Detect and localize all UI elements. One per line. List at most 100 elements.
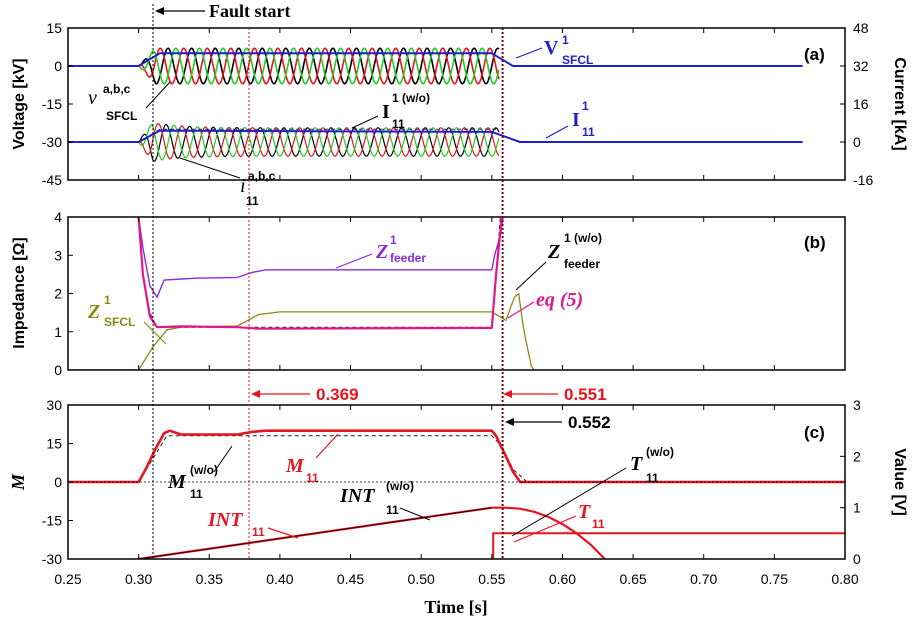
Z1-feeder-sub: feeder (390, 251, 426, 265)
marker-0551-label: 0.551 (564, 385, 607, 404)
series-line (138, 435, 528, 483)
voltage-phase-0 (138, 47, 500, 85)
fault-start-arrowhead (155, 7, 164, 15)
v-sfcl-sub: SFCL (106, 109, 137, 123)
v-sfcl-base: v (88, 87, 97, 109)
panel-b-frame (67, 216, 846, 371)
V1-sfcl-sub: SFCL (562, 53, 593, 67)
series-v1-sfcl (68, 52, 803, 67)
y-tick-label: -30 (42, 551, 62, 567)
Z1-feeder-wo-base: Z (547, 241, 560, 263)
series-t11 (492, 532, 845, 559)
Z1-sfcl-sup: 1 (104, 293, 111, 307)
panel-c-ylabel: M (8, 473, 28, 491)
Z1-feeder-label: Z 1 feeder (375, 233, 426, 265)
T11-wo-sub: 11 (646, 471, 659, 485)
x-tick-label: 0.55 (478, 571, 505, 587)
series-int11-wo (138, 507, 492, 559)
y-tick-label-right: 1 (853, 500, 861, 516)
y-tick-label: 0 (54, 58, 62, 74)
x-tick-label: 0.40 (266, 571, 293, 587)
Z1-feeder-wo-pointer (515, 261, 547, 291)
INT11-wo-pointer (399, 507, 431, 521)
Z1-feeder-wo-label: Z 1 (w/o) feeder (547, 231, 602, 271)
Z1-sfcl-label: Z 1 SFCL (87, 293, 135, 329)
INT11-sub: 11 (252, 525, 265, 539)
V1-sfcl-sup: 1 (562, 33, 569, 47)
panel-c-letter: (c) (804, 423, 825, 442)
v-sfcl-label: v a,b,c SFCL (88, 82, 137, 123)
Z1-sfcl-pointer (143, 321, 167, 345)
T11-sub: 11 (592, 517, 605, 531)
series-m11 (68, 429, 845, 484)
I1-11-pointer (545, 125, 569, 139)
I1-11-sub: 11 (582, 125, 595, 139)
series-line (137, 217, 503, 330)
panel-a-letter: (a) (804, 45, 825, 64)
y-tick-label-right: 48 (853, 20, 869, 36)
y-tick-label: -45 (42, 172, 62, 188)
Z1-feeder-wo-sup: 1 (w/o) (564, 231, 602, 245)
T11-wo-pointer (511, 467, 627, 537)
series-z1-sfcl (68, 292, 535, 370)
series-m11-w-o- (138, 435, 528, 483)
oscillation-layer (138, 47, 500, 162)
current-phase-1 (138, 122, 500, 160)
i11-base: i (240, 175, 246, 197)
series-int11 (138, 506, 606, 559)
Z1-sfcl-sub: SFCL (104, 315, 135, 329)
I11-wo-sup: 1 (w/o) (392, 91, 430, 105)
y-tick-label-right: -16 (853, 172, 873, 188)
current-phase-2 (138, 124, 500, 161)
I11-wo-sub: 11 (392, 117, 405, 131)
T11-wo-base: T (630, 453, 643, 475)
y-tick-label: -15 (42, 96, 62, 112)
y-tick-label: 15 (46, 20, 62, 36)
y-tick-label: 2 (54, 286, 62, 302)
M11-wo-pointer (213, 445, 233, 473)
V1-sfcl-label: V 1 SFCL (544, 33, 593, 67)
i11-sup: a,b,c (248, 169, 276, 183)
marker-0369-label: 0.369 (316, 385, 359, 404)
y-tick-label: 1 (54, 324, 62, 340)
INT11-label: INT 11 (207, 509, 265, 539)
x-tick-label: 0.80 (831, 571, 858, 587)
series-line (68, 429, 845, 484)
y-tick-label: 0 (54, 474, 62, 490)
y-tick-label-right: 0 (853, 551, 861, 567)
series-i1-11 (68, 129, 803, 143)
x-tick-label: 0.75 (761, 571, 788, 587)
y-tick-label-right: 0 (853, 134, 861, 150)
y-tick-label-right: 16 (853, 96, 869, 112)
INT11-wo-base: INT (339, 485, 375, 507)
v-sfcl-sup: a,b,c (103, 82, 131, 96)
series-line (68, 129, 803, 143)
T11-pointer (513, 515, 577, 543)
I11-wo-label: I 1 (w/o) 11 (382, 91, 430, 131)
panel-b-ylabel: Impedance [Ω] (11, 237, 28, 349)
voltage-phase-2 (138, 47, 500, 85)
x-axis-label: Time [s] (424, 597, 487, 617)
I11-wo-pointer (351, 115, 379, 129)
INT11-wo-sub: 11 (386, 503, 399, 517)
series-line (68, 52, 803, 67)
panel-a-ylabel: Voltage [kV] (11, 58, 28, 149)
x-tick-label: 0.25 (54, 571, 81, 587)
V1-sfcl-pointer (515, 47, 543, 59)
y-tick-label: -30 (42, 134, 62, 150)
series-eq-5- (137, 217, 503, 330)
INT11-base: INT (207, 509, 243, 531)
Z1-sfcl-base: Z (87, 301, 100, 323)
M11-wo-sub: 11 (190, 487, 203, 501)
x-tick-label: 0.70 (690, 571, 717, 587)
series-line (492, 532, 845, 559)
Z1-feeder-pointer (335, 253, 373, 269)
series-z1-feeder-w-o- (138, 217, 501, 328)
y-tick-label: -15 (42, 513, 62, 529)
I1-11-sup: 1 (582, 99, 589, 113)
fault-start-label: Fault start (209, 1, 290, 21)
eq5-pointer (507, 301, 535, 319)
i11-pointer (179, 157, 241, 179)
v-sfcl-pointer (145, 81, 171, 109)
